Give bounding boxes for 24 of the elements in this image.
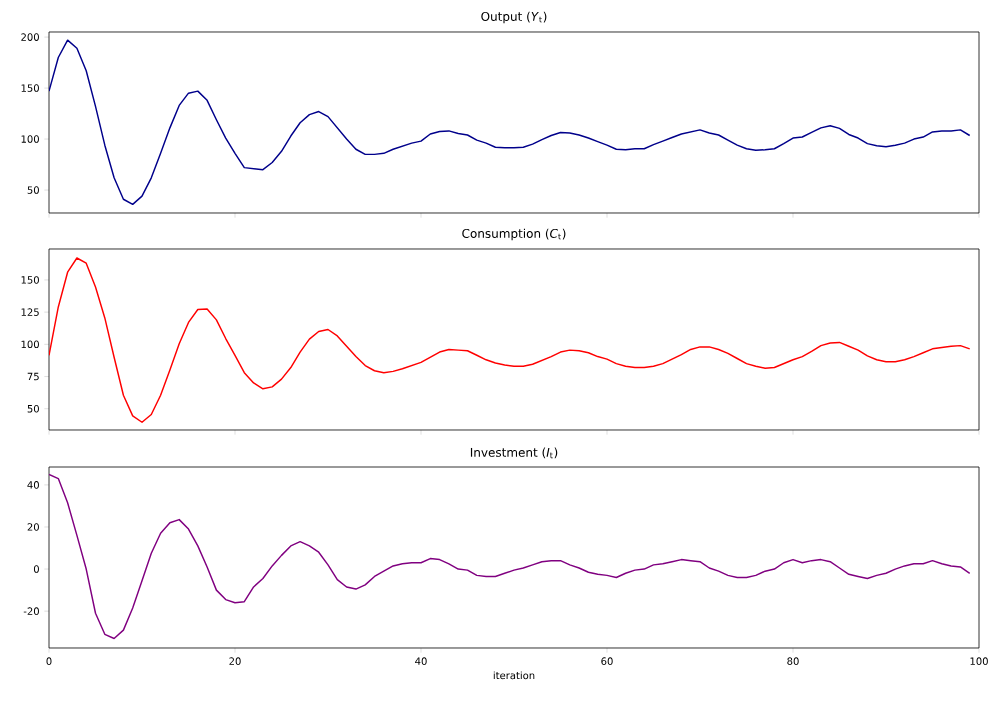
x-tick-label: 0 [46,657,52,665]
y-tick-label: 125 [21,308,39,316]
x-tick-label: 20 [229,657,241,665]
y-tick-label: 50 [27,186,39,194]
y-tick-label: 40 [27,481,39,489]
y-tick-label: 200 [21,33,39,41]
y-tick-label: 0 [33,565,39,573]
chart-title: Output (Y$_{t}$) [481,11,547,24]
y-tick-label: -20 [23,607,39,615]
y-tick-label: 20 [27,523,39,531]
x-tick-label: 60 [601,657,613,665]
chart-title: Consumption (C$_{t}$) [462,228,566,241]
y-tick-label: 75 [27,372,39,381]
y-tick-label: 100 [21,340,39,349]
x-tick-label: 80 [787,657,799,665]
x-tick-label: 40 [415,657,427,665]
y-tick-label: 100 [21,135,39,143]
line-series [49,473,971,640]
y-tick-label: 50 [27,404,39,413]
x-tick-label: 100 [970,657,988,665]
chart-title: Investment (I$_{t}$) [470,447,558,459]
y-tick-label: 150 [21,84,39,92]
x-axis-title: iteration [493,671,535,680]
y-tick-label: 150 [21,276,39,284]
